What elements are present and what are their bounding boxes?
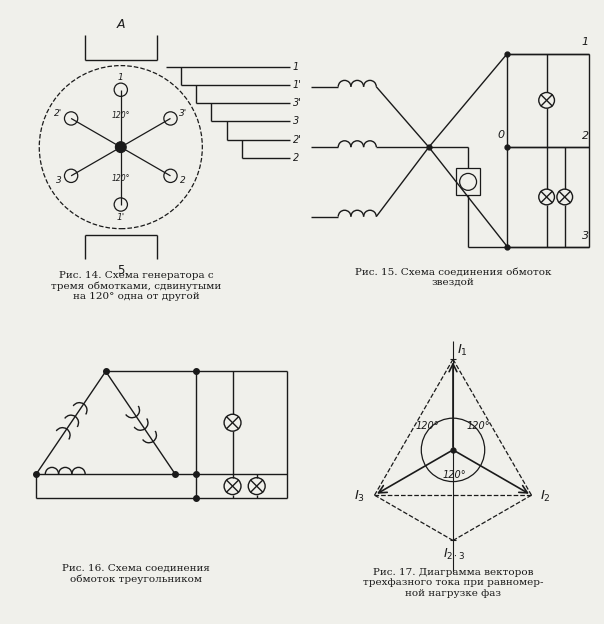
Text: 2: 2 [582, 131, 589, 141]
Bar [456, 168, 480, 195]
Circle shape [115, 142, 126, 153]
Text: 5: 5 [117, 265, 124, 278]
Text: 1: 1 [293, 62, 299, 72]
Text: $I_{2\cdot3}$: $I_{2\cdot3}$ [443, 547, 466, 562]
Text: 1': 1' [117, 213, 125, 222]
Text: 120°: 120° [416, 421, 439, 431]
Text: 3: 3 [56, 176, 61, 185]
Text: 2: 2 [181, 176, 186, 185]
Text: 120°: 120° [112, 111, 130, 120]
Text: 0: 0 [498, 130, 505, 140]
Text: 3': 3' [293, 99, 302, 109]
Text: $I_1$: $I_1$ [457, 343, 467, 358]
Text: 3: 3 [582, 231, 589, 241]
Text: Рис. 17. Диаграмма векторов
трехфазного тока при равномер-
ной нагрузке фаз: Рис. 17. Диаграмма векторов трехфазного … [363, 568, 543, 598]
Text: Рис. 16. Схема соединения
обмоток треугольником: Рис. 16. Схема соединения обмоток треуго… [62, 563, 210, 583]
Text: 120°: 120° [467, 421, 490, 431]
Text: Рис. 15. Схема соединения обмоток
звездой: Рис. 15. Схема соединения обмоток звездо… [355, 267, 551, 286]
Text: 3: 3 [293, 117, 299, 127]
Text: $I_3$: $I_3$ [354, 489, 365, 504]
Text: 1: 1 [118, 72, 124, 82]
Text: $I_2$: $I_2$ [539, 489, 550, 504]
Text: Рис. 14. Схема генератора с
тремя обмотками, сдвинутыми
на 120° одна от другой: Рис. 14. Схема генератора с тремя обмотк… [51, 271, 221, 301]
Text: 1': 1' [293, 80, 302, 90]
Text: 120°: 120° [112, 174, 130, 183]
Text: А: А [117, 18, 125, 31]
Text: 1: 1 [582, 37, 589, 47]
Text: 2': 2' [293, 135, 302, 145]
Text: 2': 2' [54, 109, 63, 119]
Text: 120°: 120° [443, 470, 466, 480]
Text: 3': 3' [179, 109, 187, 119]
Text: 2: 2 [293, 153, 299, 163]
